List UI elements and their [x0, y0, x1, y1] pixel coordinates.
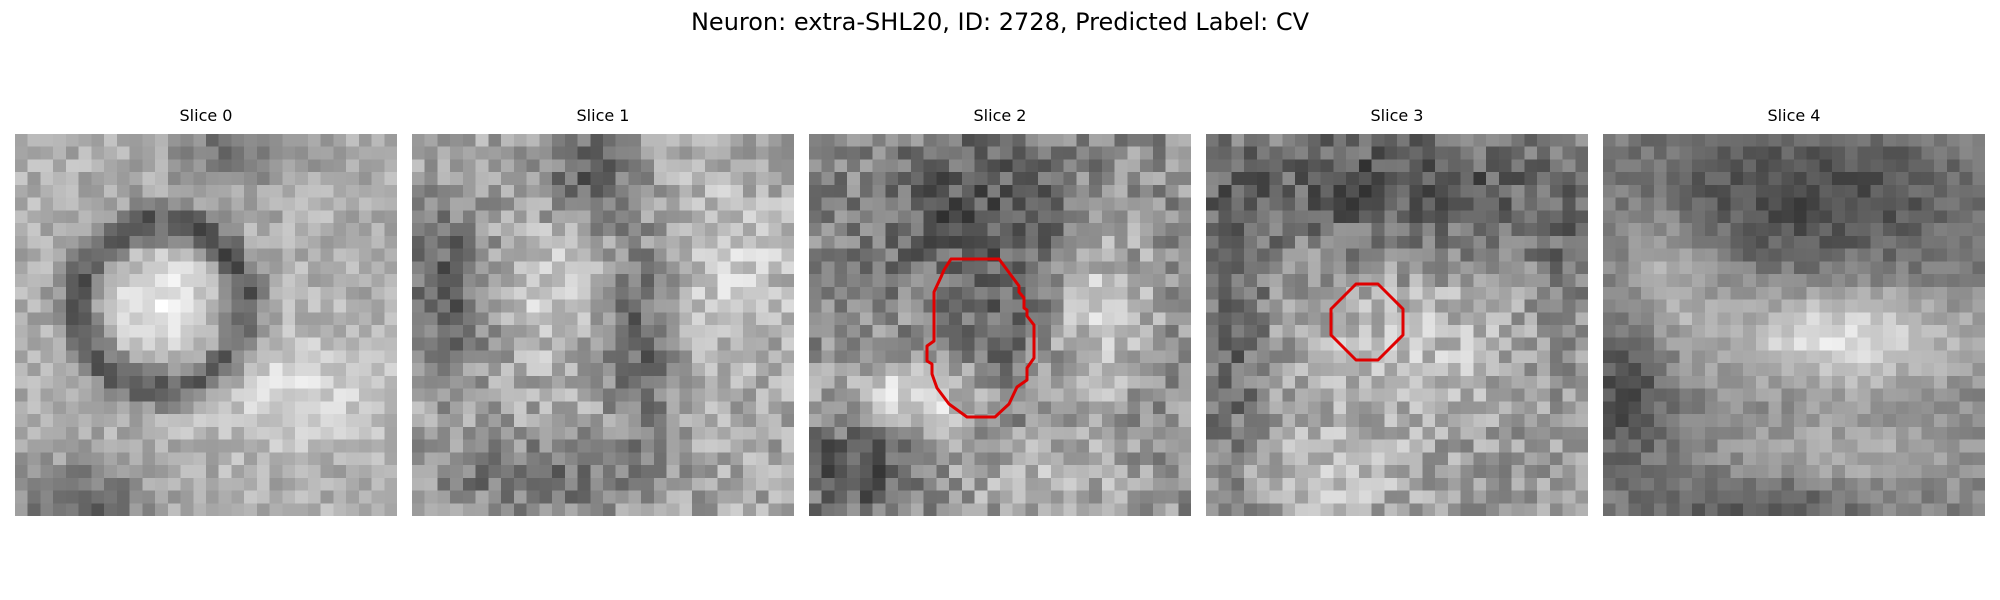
slice-title: Slice 2	[973, 106, 1027, 125]
slice-texture	[1603, 134, 1985, 516]
slice-image	[809, 134, 1191, 516]
slice-image	[1206, 134, 1588, 516]
slice-title: Slice 0	[179, 106, 233, 125]
contour-overlay	[1329, 282, 1405, 362]
slice-title: Slice 1	[576, 106, 630, 125]
slice-image	[1603, 134, 1985, 516]
slice-texture	[15, 134, 397, 516]
slice-title: Slice 3	[1370, 106, 1424, 125]
slice-texture	[412, 134, 794, 516]
slice-image	[412, 134, 794, 516]
slice-title: Slice 4	[1767, 106, 1821, 125]
slice-texture	[809, 134, 1191, 516]
figure-title: Neuron: extra-SHL20, ID: 2728, Predicted…	[690, 8, 1310, 36]
contour-outline	[1329, 282, 1405, 362]
contour-outline	[925, 257, 1036, 419]
contour-overlay	[925, 257, 1036, 419]
slice-texture	[1206, 134, 1588, 516]
slice-image	[15, 134, 397, 516]
